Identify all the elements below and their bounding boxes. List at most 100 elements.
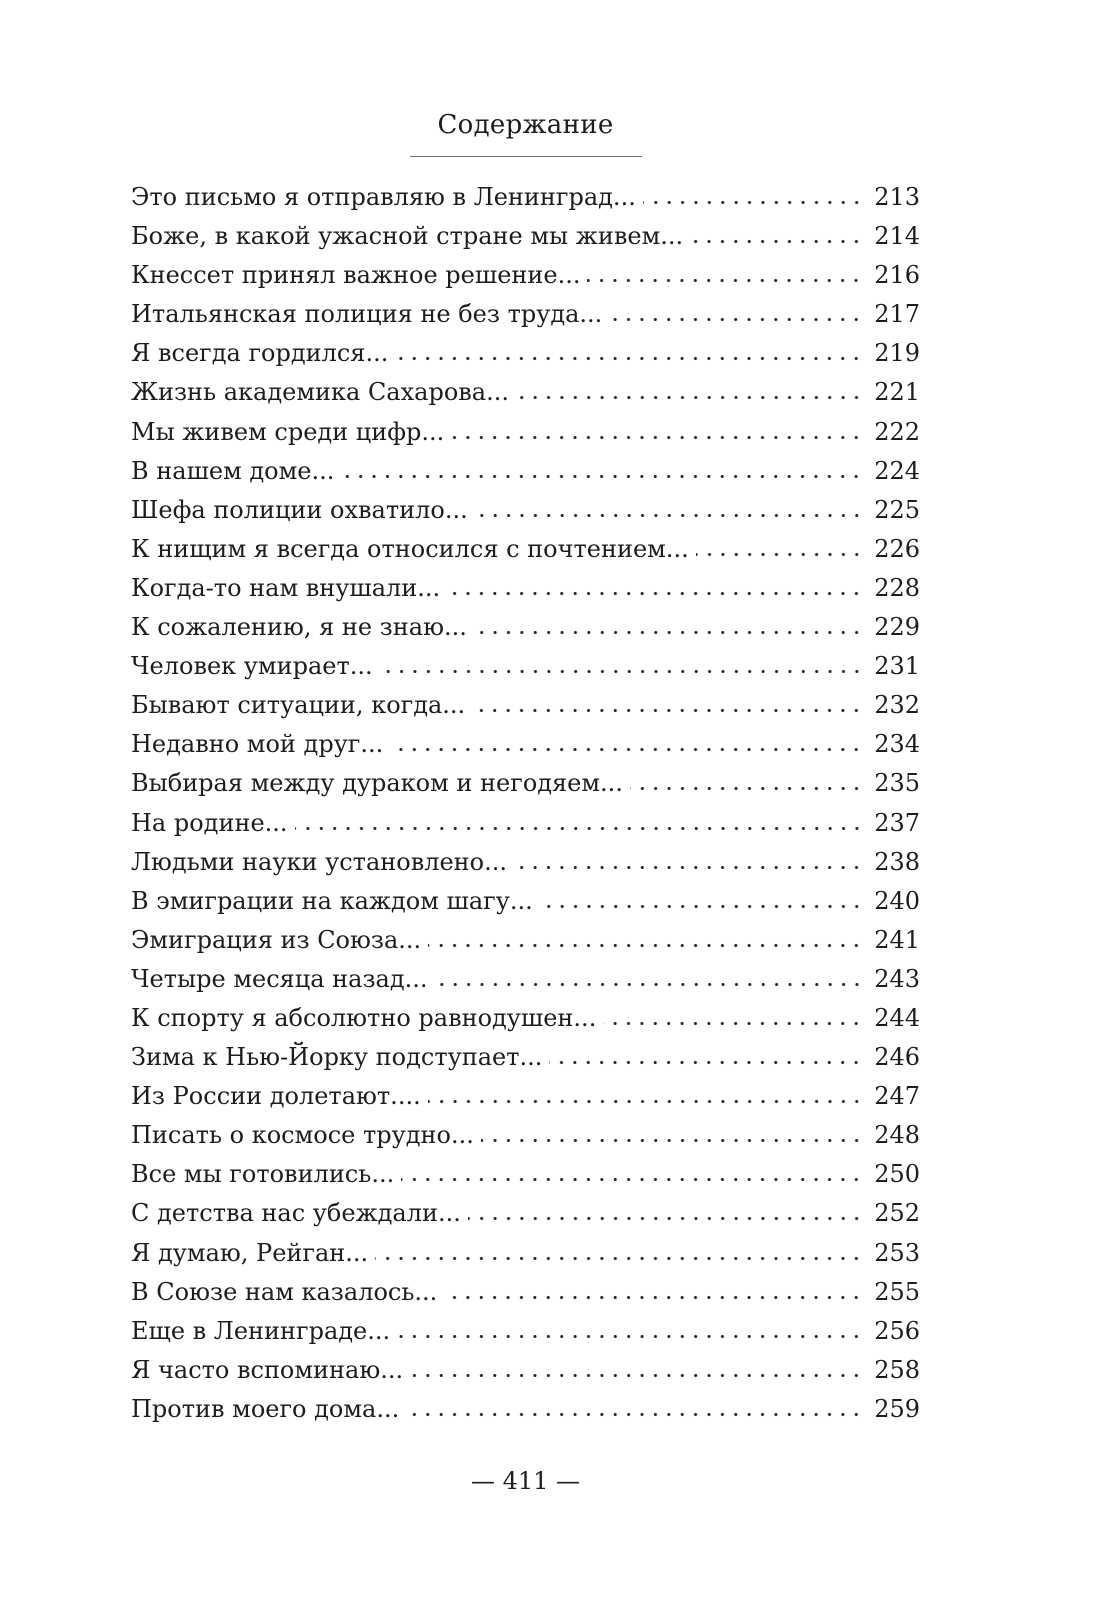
toc-entry-row: Еще в Ленинграде... 256 <box>131 1312 920 1351</box>
toc-entry-row: К сожалению, я не знаю... 229 <box>131 608 920 647</box>
toc-entry-title: Писать о космосе трудно... <box>131 1121 474 1150</box>
toc-entry-title: К спорту я абсолютно равнодушен... <box>131 1003 597 1032</box>
toc-entry-page-number: 221 <box>874 378 920 407</box>
toc-entry-title: На родине... <box>131 808 288 837</box>
toc-entry-title: Четыре месяца назад... <box>131 964 428 993</box>
page-content: Содержание Это письмо я отправляю в Лени… <box>131 0 920 1616</box>
toc-entry-row: К спорту я абсолютно равнодушен... 244 <box>131 999 920 1038</box>
toc-entry-row: Я думаю, Рейган... 253 <box>131 1234 920 1273</box>
toc-entry-title: Жизнь академика Сахарова... <box>131 378 509 407</box>
toc-entry-title: Человек умирает... <box>131 652 373 681</box>
toc-entry-page-number: 213 <box>874 183 920 211</box>
dot-leader <box>472 708 864 714</box>
toc-entry-row: Кнессет принял важное решение... 216 <box>131 256 920 295</box>
toc-entry-title: Из России долетают.... <box>131 1082 421 1111</box>
dot-leader <box>587 278 864 284</box>
dot-leader <box>390 747 864 753</box>
dot-leader <box>603 1020 864 1026</box>
dot-leader <box>427 1099 864 1105</box>
toc-entry-row: Итальянская полиция не без труда... 217 <box>131 295 920 334</box>
dot-leader <box>395 356 864 362</box>
toc-entry-title: С детства нас убеждали... <box>131 1199 461 1228</box>
toc-entry-row: Человек умирает... 231 <box>131 647 920 686</box>
page-number: — 411 — <box>470 1467 581 1495</box>
toc-entry-title: В эмиграции на каждом шагу... <box>131 886 533 915</box>
toc-entry-page-number: 247 <box>874 1082 920 1111</box>
toc-entry-row: На родине... 237 <box>131 804 920 843</box>
toc-entry-title: Я часто вспоминаю... <box>131 1355 404 1384</box>
dot-leader <box>473 630 864 636</box>
toc-entry-row: Эмиграция из Союза... 241 <box>131 921 920 960</box>
toc-entry-title: Недавно мой друг... <box>131 730 384 759</box>
toc-entry-page-number: 258 <box>874 1355 920 1384</box>
dot-leader <box>294 825 864 831</box>
dot-leader <box>434 981 864 987</box>
toc-entry-row: Когда-то нам внушали... 228 <box>131 569 920 608</box>
dot-leader <box>515 395 864 401</box>
toc-entry-page-number: 259 <box>874 1394 920 1423</box>
toc-entry-title: Мы живем среди цифр... <box>131 417 445 446</box>
toc-entry-page-number: 228 <box>874 573 920 602</box>
dot-leader <box>549 1060 864 1066</box>
dot-leader <box>406 1411 864 1417</box>
dot-leader <box>451 434 864 440</box>
dot-leader <box>609 317 864 323</box>
toc-entry-page-number: 229 <box>874 613 920 642</box>
dot-leader <box>341 473 864 479</box>
toc-entry-page-number: 248 <box>874 1121 920 1150</box>
toc-entry-row: Писать о космосе трудно... 248 <box>131 1116 920 1155</box>
dot-leader <box>514 864 864 870</box>
toc-entry-title: Шефа полиции охватило... <box>131 495 468 524</box>
dot-leader <box>410 1372 864 1378</box>
toc-entry-page-number: 225 <box>874 495 920 524</box>
toc-entry-page-number: 231 <box>874 652 920 681</box>
toc-entry-row: Против моего дома... 259 <box>131 1390 920 1429</box>
dot-leader <box>375 1255 864 1261</box>
toc-entry-page-number: 232 <box>874 691 920 720</box>
toc-entry-title: Это письмо я отправляю в Ленинград... <box>131 183 636 211</box>
toc-entry-row: Недавно мой друг... 234 <box>131 725 920 764</box>
dot-leader <box>629 786 864 792</box>
toc-entry-title: В нашем доме... <box>131 456 335 485</box>
toc-entry-row: Людьми науки установлено... 238 <box>131 843 920 882</box>
toc-entry-page-number: 214 <box>874 222 920 251</box>
dot-leader <box>480 1138 864 1144</box>
toc-entry-title: К сожалению, я не знаю... <box>131 613 467 642</box>
toc-entry-page-number: 234 <box>874 730 920 759</box>
page-title: Содержание <box>437 110 614 140</box>
dot-leader <box>428 942 864 948</box>
toc-entry-page-number: 250 <box>874 1160 920 1189</box>
toc-entry-page-number: 246 <box>874 1043 920 1072</box>
toc-entry-page-number: 226 <box>874 534 920 563</box>
toc-entry-title: Выбирая между дураком и негодяем... <box>131 769 623 798</box>
toc-entry-page-number: 243 <box>874 964 920 993</box>
toc-entry-title: В Союзе нам казалось... <box>131 1277 438 1306</box>
toc-entry-title: Эмиграция из Союза... <box>131 925 422 954</box>
toc-entry-title: Я думаю, Рейган... <box>131 1238 369 1267</box>
dot-leader <box>539 903 864 909</box>
toc-entry-page-number: 238 <box>874 847 920 876</box>
toc-entry-row: В эмиграции на каждом шагу... 240 <box>131 882 920 921</box>
toc-entry-row: Я всегда гордился... 219 <box>131 334 920 373</box>
toc-entry-title: Я всегда гордился... <box>131 339 389 368</box>
toc-entry-page-number: 253 <box>874 1238 920 1267</box>
dot-leader <box>690 239 864 245</box>
toc-entry-title: К нищим я всегда относился с почтением..… <box>131 534 689 563</box>
dot-leader <box>397 1333 864 1339</box>
dot-leader <box>444 1294 864 1300</box>
toc-entry-page-number: 219 <box>874 339 920 368</box>
toc-entry-page-number: 216 <box>874 261 920 290</box>
dot-leader <box>474 512 864 518</box>
toc-entry-row: Из России долетают.... 247 <box>131 1077 920 1116</box>
toc-entry-page-number: 224 <box>874 456 920 485</box>
title-divider-rule <box>409 156 642 157</box>
toc-entry-page-number: 237 <box>874 808 920 837</box>
toc-entry-title: Когда-то нам внушали... <box>131 573 441 602</box>
dot-leader <box>379 669 864 675</box>
toc-entry-page-number: 241 <box>874 925 920 954</box>
dot-leader <box>695 551 864 557</box>
toc-entry-page-number: 240 <box>874 886 920 915</box>
toc-entry-page-number: 252 <box>874 1199 920 1228</box>
toc-entry-row: Я часто вспоминаю... 258 <box>131 1351 920 1390</box>
toc-entry-title: Людьми науки установлено... <box>131 847 507 876</box>
